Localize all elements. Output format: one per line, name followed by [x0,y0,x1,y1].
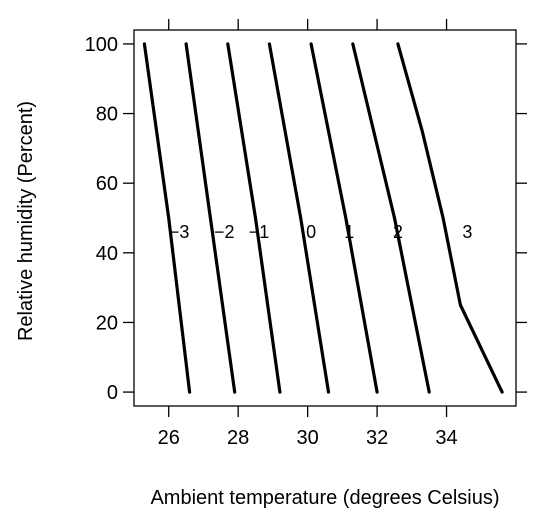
y-tick-label: 0 [107,382,118,404]
curve-label-6: 3 [462,222,472,242]
curve-label-1: −2 [214,222,235,242]
series-line-4 [309,42,379,394]
plot-area: 26 28 30 32 34 0 20 40 60 80 100 −3 −2 −1 0 1 2 3 [85,19,527,449]
curve-label-5: 2 [393,222,403,242]
y-tick-label: 20 [96,312,118,334]
x-tick-label: 26 [158,427,180,449]
curve-label-2: −1 [249,222,270,242]
x-tick-label: 30 [297,427,319,449]
x-tick-label: 28 [227,427,249,449]
series-line-1 [184,42,237,394]
series-line-5 [351,42,431,394]
plot-frame [133,29,517,407]
y-tick-label: 80 [96,104,118,126]
y-tick-label: 100 [85,34,118,56]
x-axis-label: Ambient temperature (degrees Celsius) [150,487,499,509]
y-tick-label: 40 [96,243,118,265]
curve-label-4: 1 [344,222,354,242]
y-tick-label: 60 [96,173,118,195]
series-line-3 [267,42,331,394]
x-tick-label: 34 [435,427,457,449]
x-tick-label: 32 [366,427,388,449]
series-line-2 [226,42,282,394]
series-line-0 [142,42,192,394]
y-axis-label: Relative humidity (Percent) [15,101,37,341]
curve-label-3: 0 [306,222,316,242]
curve-label-0: −3 [169,222,190,242]
series-line-6 [396,42,504,394]
